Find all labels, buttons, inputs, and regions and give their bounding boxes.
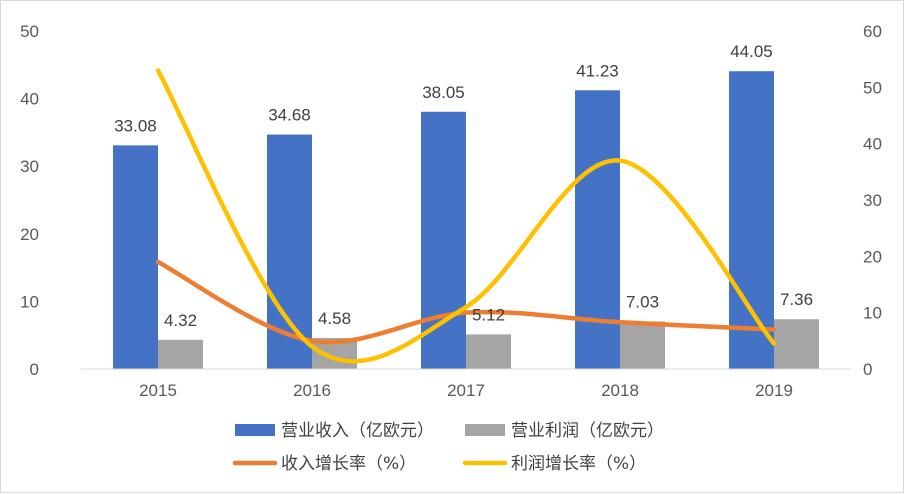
data-label-profit-2016: 4.58 [318, 309, 351, 328]
bar-revenue-2017 [421, 111, 466, 370]
line-revenue-growth [155, 259, 777, 345]
y-right-tick-0: 0 [863, 360, 872, 379]
y-right-tick-20: 20 [863, 247, 882, 266]
legend-profit-swatch [465, 424, 505, 436]
bar-revenue-2019 [729, 71, 774, 370]
legend-profit-growth-label: 利润增长率（%） [511, 454, 646, 474]
x-tick-label-2017: 2017 [447, 381, 485, 400]
y-right-tick-40: 40 [863, 135, 882, 154]
legend-profit-label: 营业利润（亿欧元） [511, 421, 664, 441]
legend-revenue-swatch [235, 424, 275, 436]
y-left-tick-20: 20 [20, 225, 39, 244]
y-right-tick-60: 60 [863, 22, 882, 41]
data-label-profit-2015: 4.32 [164, 311, 197, 330]
data-label-revenue-2017: 38.05 [422, 83, 465, 102]
y-left-tick-0: 0 [30, 360, 39, 379]
x-tick-label-2016: 2016 [293, 381, 331, 400]
data-label-profit-2018: 7.03 [626, 292, 659, 311]
data-label-revenue-2019: 44.05 [730, 42, 773, 61]
bar-profit-2019 [774, 319, 819, 369]
y-right-tick-10: 10 [863, 304, 882, 323]
x-tick-label-2015: 2015 [139, 381, 177, 400]
data-label-profit-2019: 7.36 [780, 290, 813, 309]
bar-revenue-2018 [575, 90, 620, 369]
y-left-tick-40: 40 [20, 90, 39, 109]
legend-revenue-label: 营业收入（亿欧元） [281, 421, 434, 441]
x-tick-label-2018: 2018 [601, 381, 639, 400]
data-label-revenue-2016: 34.68 [268, 106, 311, 125]
y-left-tick-10: 10 [20, 292, 39, 311]
bar-profit-2015 [158, 339, 203, 369]
data-label-profit-2017: 5.12 [472, 305, 505, 324]
y-right-tick-30: 30 [863, 191, 882, 210]
x-tick-label-2019: 2019 [755, 381, 793, 400]
legend-revenue-growth-label: 收入增长率（%） [281, 454, 416, 474]
bar-revenue-2015 [113, 145, 158, 369]
line-profit-growth [155, 68, 777, 364]
y-left-tick-30: 30 [20, 157, 39, 176]
y-left-tick-50: 50 [20, 22, 39, 41]
bar-profit-2018 [620, 321, 665, 369]
data-label-revenue-2015: 33.08 [114, 116, 157, 135]
y-right-tick-50: 50 [863, 78, 882, 97]
bar-profit-2017 [466, 334, 511, 369]
data-label-revenue-2018: 41.23 [576, 61, 619, 80]
